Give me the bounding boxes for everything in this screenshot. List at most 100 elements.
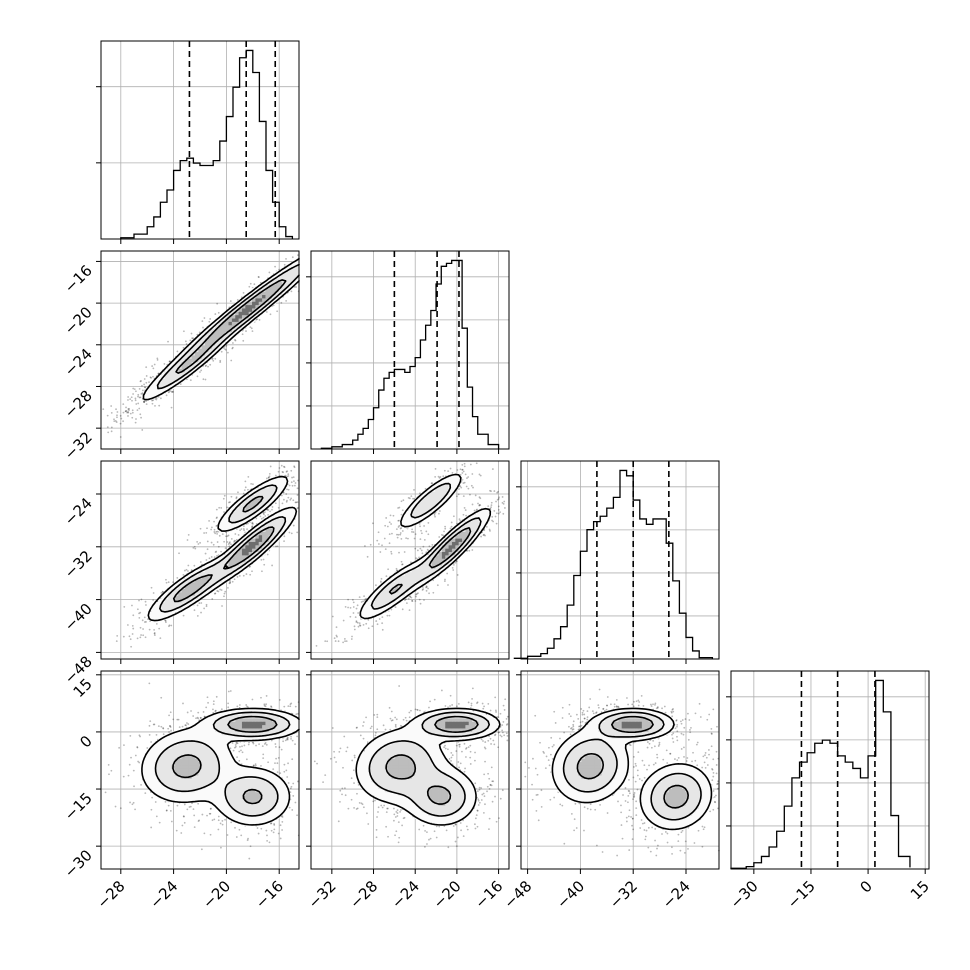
scatter-point — [116, 634, 119, 637]
scatter-point — [351, 598, 354, 601]
scatter-point — [131, 624, 134, 627]
density-cell — [268, 291, 273, 296]
scatter-point — [132, 614, 135, 617]
pair-2-0-density — [147, 477, 297, 623]
scatter-point — [282, 498, 285, 501]
scatter-point — [452, 563, 455, 566]
scatter-point — [343, 638, 346, 640]
scatter-point — [463, 462, 466, 465]
scatter-point — [398, 524, 401, 527]
scatter-point — [116, 411, 119, 413]
scatter-point — [443, 530, 445, 533]
density-cell — [235, 514, 239, 519]
scatter-point — [418, 522, 421, 525]
scatter-point — [246, 528, 248, 531]
density-cell — [265, 494, 270, 499]
density-cell — [194, 585, 199, 589]
density-cell — [168, 601, 172, 606]
density-cell — [161, 605, 166, 610]
scatter-point — [378, 543, 380, 545]
scatter-point — [495, 522, 498, 525]
scatter-point — [407, 597, 410, 600]
density-cell — [268, 528, 273, 532]
density-cell — [252, 501, 256, 506]
scatter-point — [396, 533, 398, 536]
scatter-point — [262, 558, 265, 561]
density-cell — [198, 578, 203, 583]
density-cell — [285, 511, 290, 516]
scatter-point — [404, 599, 406, 602]
scatter-point — [131, 604, 133, 607]
density-cell — [252, 544, 256, 549]
scatter-point — [199, 561, 202, 563]
scatter-point — [158, 404, 161, 407]
scatter-point — [130, 396, 133, 399]
density-cell — [258, 538, 263, 542]
density-cell — [211, 578, 216, 583]
scatter-point — [503, 507, 506, 509]
density-cell — [154, 608, 159, 613]
scatter-point — [291, 484, 294, 487]
scatter-point — [292, 476, 295, 478]
scatter-point — [124, 410, 127, 413]
scatter-point — [381, 622, 384, 625]
scatter-point — [194, 547, 197, 550]
hist-2-grid — [516, 461, 719, 659]
density-cell — [171, 601, 176, 606]
scatter-point — [411, 531, 413, 533]
scatter-point — [352, 601, 355, 604]
scatter-point — [450, 525, 453, 528]
density-cell — [241, 551, 246, 556]
density-cell — [288, 514, 293, 519]
density-cell — [268, 287, 273, 292]
scatter-point — [473, 509, 476, 512]
density-cell — [211, 338, 216, 343]
scatter-point — [152, 592, 155, 594]
scatter-point — [358, 596, 361, 599]
density-cell — [278, 281, 283, 285]
scatter-point — [151, 402, 154, 405]
scatter-point — [176, 350, 179, 353]
scatter-point — [199, 541, 202, 544]
density-cell — [218, 571, 223, 576]
scatter-point — [283, 466, 286, 469]
scatter-point — [461, 472, 464, 474]
scatter-point — [410, 495, 413, 497]
scatter-point — [412, 497, 414, 500]
density-cell — [272, 481, 276, 485]
scatter-point — [142, 634, 145, 637]
scatter-point — [220, 506, 223, 509]
scatter-point — [472, 486, 474, 489]
scatter-point — [344, 640, 346, 642]
scatter-point — [390, 552, 393, 555]
scatter-point — [249, 573, 252, 576]
density-cell — [262, 294, 266, 299]
scatter-point — [271, 508, 273, 511]
scatter-point — [156, 359, 159, 361]
scatter-point — [138, 599, 140, 602]
scatter-point — [129, 638, 132, 641]
scatter-point — [385, 575, 388, 578]
scatter-point — [399, 527, 402, 530]
scatter-point — [495, 512, 498, 515]
scatter-point — [389, 514, 392, 517]
scatter-point — [496, 491, 499, 494]
density-cell — [245, 308, 250, 312]
density-cell — [278, 518, 283, 522]
scatter-point — [449, 527, 452, 530]
scatter-point — [113, 420, 116, 423]
scatter-point — [196, 540, 199, 543]
scatter-point — [432, 591, 435, 594]
scatter-point — [257, 275, 260, 278]
scatter-point — [268, 271, 271, 274]
scatter-point — [145, 403, 148, 406]
density-cell — [282, 477, 286, 482]
scatter-point — [224, 348, 226, 350]
scatter-point — [351, 635, 353, 638]
scatter-point — [235, 497, 238, 500]
scatter-point — [414, 600, 417, 602]
scatter-point — [463, 465, 466, 468]
density-cell — [205, 344, 209, 349]
scatter-point — [456, 574, 459, 576]
scatter-point — [438, 512, 440, 515]
